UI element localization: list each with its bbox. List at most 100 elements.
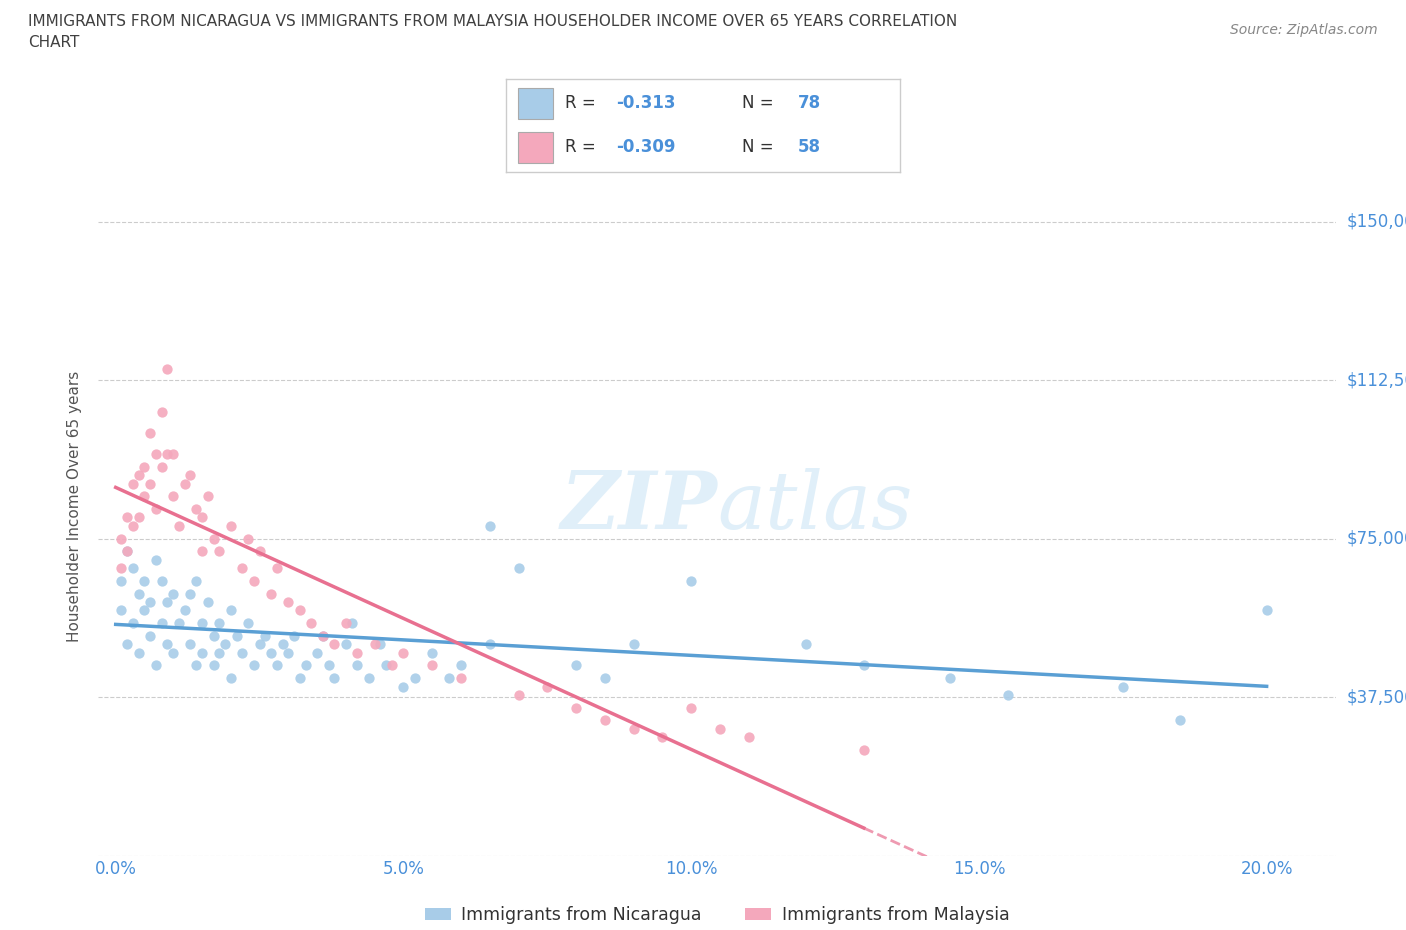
Point (243, 658, 266, 672)
Text: -0.313: -0.313 (616, 94, 676, 113)
Point (335, 637, 357, 652)
Point (110, 603, 132, 618)
Point (128, 586, 150, 601)
Point (115, 544, 138, 559)
Point (266, 658, 288, 672)
Legend: Immigrants from Nicaragua, Immigrants from Malaysia: Immigrants from Nicaragua, Immigrants fr… (418, 898, 1017, 930)
Point (139, 476, 162, 491)
Point (145, 658, 167, 672)
Point (288, 603, 311, 618)
Text: atlas: atlas (717, 468, 912, 546)
Text: N =: N = (742, 94, 779, 113)
Point (392, 679, 415, 694)
FancyBboxPatch shape (517, 88, 554, 119)
Point (115, 510, 138, 525)
Point (375, 658, 398, 672)
Point (134, 489, 156, 504)
Point (271, 637, 294, 652)
Point (450, 658, 472, 672)
Point (623, 722, 645, 737)
Point (208, 645, 231, 660)
Point (167, 616, 190, 631)
Point (186, 574, 208, 589)
Point (565, 700, 588, 715)
Point (236, 531, 259, 546)
Point (340, 616, 363, 631)
Point (323, 637, 346, 652)
Point (357, 671, 380, 685)
Point (288, 671, 311, 685)
Point (179, 637, 201, 652)
Point (738, 730, 761, 745)
Point (110, 531, 132, 546)
Point (150, 616, 173, 631)
Point (115, 637, 138, 652)
Point (219, 603, 242, 618)
Point (294, 658, 316, 672)
Point (134, 459, 156, 474)
Text: R =: R = (565, 94, 602, 113)
Point (173, 603, 195, 618)
Point (231, 645, 253, 660)
Point (852, 658, 875, 672)
Point (997, 687, 1019, 702)
Point (139, 629, 162, 644)
Point (249, 637, 271, 652)
Point (260, 586, 283, 601)
Point (852, 742, 875, 757)
Point (145, 501, 167, 516)
Point (179, 468, 201, 483)
Point (128, 645, 150, 660)
Point (450, 671, 472, 685)
Point (145, 446, 167, 461)
Text: $150,000: $150,000 (1347, 213, 1406, 231)
Point (219, 518, 242, 533)
Text: R =: R = (565, 138, 602, 156)
Point (156, 446, 179, 461)
Point (167, 518, 190, 533)
Point (312, 629, 335, 644)
Point (110, 574, 132, 589)
Point (156, 637, 179, 652)
Point (122, 616, 145, 631)
Point (307, 645, 329, 660)
Point (128, 468, 150, 483)
Text: $75,000: $75,000 (1347, 529, 1406, 548)
Point (420, 658, 443, 672)
Point (478, 518, 501, 533)
Text: CHART: CHART (28, 35, 80, 50)
Point (277, 594, 299, 609)
Text: 78: 78 (797, 94, 821, 113)
Point (122, 518, 145, 533)
Point (593, 671, 616, 685)
Point (134, 574, 156, 589)
Point (623, 637, 645, 652)
Point (186, 501, 208, 516)
Point (299, 616, 322, 631)
Point (312, 629, 335, 644)
Point (156, 362, 179, 377)
Point (202, 629, 225, 644)
Point (162, 489, 184, 504)
Point (363, 637, 385, 652)
Point (1168, 713, 1191, 728)
Point (593, 713, 616, 728)
Point (150, 405, 173, 419)
Point (439, 671, 461, 685)
Point (651, 730, 673, 745)
Point (128, 510, 150, 525)
Point (323, 671, 346, 685)
Point (478, 637, 501, 652)
Point (536, 679, 558, 694)
Text: IMMIGRANTS FROM NICARAGUA VS IMMIGRANTS FROM MALAYSIA HOUSEHOLDER INCOME OVER 65: IMMIGRANTS FROM NICARAGUA VS IMMIGRANTS … (28, 14, 957, 29)
Point (709, 722, 731, 737)
Point (139, 425, 162, 440)
Point (565, 658, 588, 672)
Point (115, 544, 138, 559)
Point (794, 637, 817, 652)
Point (249, 544, 271, 559)
Text: Source: ZipAtlas.com: Source: ZipAtlas.com (1230, 23, 1378, 37)
Point (162, 586, 184, 601)
Point (150, 459, 173, 474)
Point (122, 561, 145, 576)
